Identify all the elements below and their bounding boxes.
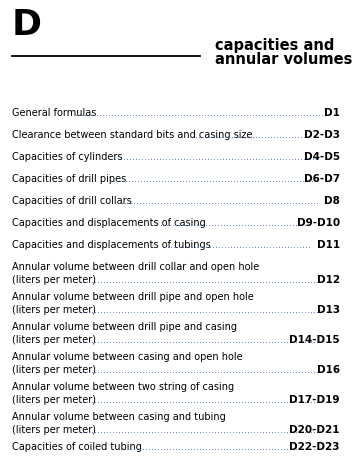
Text: Annular volume between casing and open hole: Annular volume between casing and open h… — [12, 352, 243, 362]
Text: (liters per meter): (liters per meter) — [12, 425, 96, 435]
Text: D16: D16 — [317, 365, 340, 375]
Text: D17-D19: D17-D19 — [289, 395, 340, 405]
Text: ...................................................................: ........................................… — [118, 196, 319, 206]
Text: D20-D21: D20-D21 — [289, 425, 340, 435]
Text: ..................................................: ........................................… — [161, 218, 310, 228]
Text: .....................................: ..................................... — [195, 130, 307, 140]
Text: Capacities and displacements of tubings: Capacities and displacements of tubings — [12, 240, 211, 250]
Text: D12: D12 — [317, 275, 340, 285]
Text: .................................................: ........................................… — [164, 240, 311, 250]
Text: D1: D1 — [324, 108, 340, 118]
Text: annular volumes: annular volumes — [215, 52, 352, 67]
Text: ................................................................................: ........................................… — [82, 305, 322, 315]
Text: Annular volume between drill collar and open hole: Annular volume between drill collar and … — [12, 262, 259, 272]
Text: D13: D13 — [317, 305, 340, 315]
Text: .....................................................................: ........................................… — [110, 174, 317, 184]
Text: ................................................................................: ........................................… — [82, 335, 322, 345]
Text: D6-D7: D6-D7 — [304, 174, 340, 184]
Text: D: D — [12, 8, 42, 42]
Text: D8: D8 — [324, 196, 340, 206]
Text: Clearance between standard bits and casing size: Clearance between standard bits and casi… — [12, 130, 252, 140]
Text: D14-D15: D14-D15 — [289, 335, 340, 345]
Text: ........................................................................: ........................................… — [102, 152, 318, 162]
Text: Annular volume between two string of casing: Annular volume between two string of cas… — [12, 382, 234, 392]
Text: capacities and: capacities and — [215, 38, 334, 53]
Text: D22-D23: D22-D23 — [289, 442, 340, 452]
Text: Annular volume between drill pipe and open hole: Annular volume between drill pipe and op… — [12, 292, 254, 302]
Text: ...................................................................: ........................................… — [118, 442, 319, 452]
Text: (liters per meter): (liters per meter) — [12, 305, 96, 315]
Text: Capacities of cylinders: Capacities of cylinders — [12, 152, 122, 162]
Text: ................................................................................: ........................................… — [82, 425, 322, 435]
Text: Capacities and displacements of casing: Capacities and displacements of casing — [12, 218, 206, 228]
Text: General formulas: General formulas — [12, 108, 96, 118]
Text: D2-D3: D2-D3 — [304, 130, 340, 140]
Text: Annular volume between drill pipe and casing: Annular volume between drill pipe and ca… — [12, 322, 237, 332]
Text: (liters per meter): (liters per meter) — [12, 395, 96, 405]
Text: (liters per meter): (liters per meter) — [12, 365, 96, 375]
Text: D4-D5: D4-D5 — [304, 152, 340, 162]
Text: ................................................................................: ........................................… — [75, 108, 324, 118]
Text: D9-D10: D9-D10 — [297, 218, 340, 228]
Text: ................................................................................: ........................................… — [82, 275, 322, 285]
Text: Annular volume between casing and tubing: Annular volume between casing and tubing — [12, 412, 226, 422]
Text: Capacities of drill pipes: Capacities of drill pipes — [12, 174, 126, 184]
Text: Capacities of drill collars: Capacities of drill collars — [12, 196, 132, 206]
Text: D11: D11 — [317, 240, 340, 250]
Text: (liters per meter): (liters per meter) — [12, 335, 96, 345]
Text: Capacities of coiled tubing: Capacities of coiled tubing — [12, 442, 142, 452]
Text: (liters per meter): (liters per meter) — [12, 275, 96, 285]
Text: ................................................................................: ........................................… — [82, 395, 322, 405]
Text: ................................................................................: ........................................… — [82, 365, 322, 375]
